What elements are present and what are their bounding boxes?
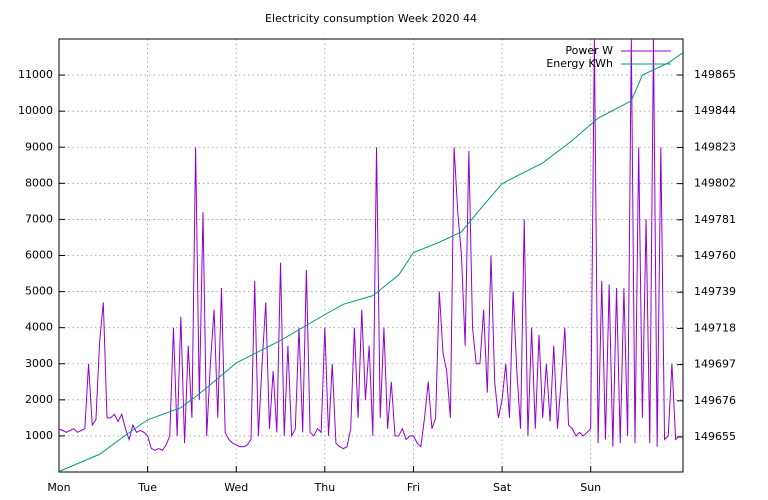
y-tick-label: 11000 — [18, 68, 53, 81]
plot-area — [59, 39, 683, 472]
x-tick-label: Mon — [47, 481, 70, 494]
series-line — [59, 39, 680, 451]
y-tick-label: 1000 — [25, 429, 53, 442]
legend-label: Power W — [565, 44, 613, 57]
y-tick-label: 6000 — [25, 249, 53, 262]
y2-tick-label: 149676 — [694, 394, 736, 407]
x-tick-label: Fri — [407, 481, 420, 494]
y2-tick-label: 149844 — [694, 104, 736, 117]
y-tick-label: 3000 — [25, 357, 53, 370]
y2-tick-label: 149823 — [694, 140, 736, 153]
y-tick-label: 5000 — [25, 285, 53, 298]
x-tick-label: Sat — [493, 481, 512, 494]
y-tick-label: 4000 — [25, 321, 53, 334]
y-tick-label: 10000 — [18, 104, 53, 117]
y2-tick-label: 149760 — [694, 249, 736, 262]
x-tick-label: Tue — [137, 481, 157, 494]
y-tick-label: 9000 — [25, 140, 53, 153]
y-tick-label: 7000 — [25, 212, 53, 225]
y-tick-label: 2000 — [25, 393, 53, 406]
y2-tick-label: 149697 — [694, 358, 736, 371]
y2-tick-label: 149739 — [694, 285, 736, 298]
x-tick-label: Wed — [224, 481, 248, 494]
plot-border — [58, 38, 684, 473]
series-line — [59, 52, 683, 472]
chart-title: Electricity consumption Week 2020 44 — [265, 12, 477, 25]
y2-tick-label: 149655 — [694, 430, 736, 443]
y-tick-label: 8000 — [25, 176, 53, 189]
legend-label: Energy KWh — [546, 57, 613, 70]
x-tick-label: Thu — [314, 481, 336, 494]
y2-tick-label: 149781 — [694, 213, 736, 226]
y2-tick-label: 149865 — [694, 68, 736, 81]
x-tick-label: Sun — [580, 481, 601, 494]
y2-tick-label: 149802 — [694, 177, 736, 190]
y2-tick-label: 149718 — [694, 321, 736, 334]
